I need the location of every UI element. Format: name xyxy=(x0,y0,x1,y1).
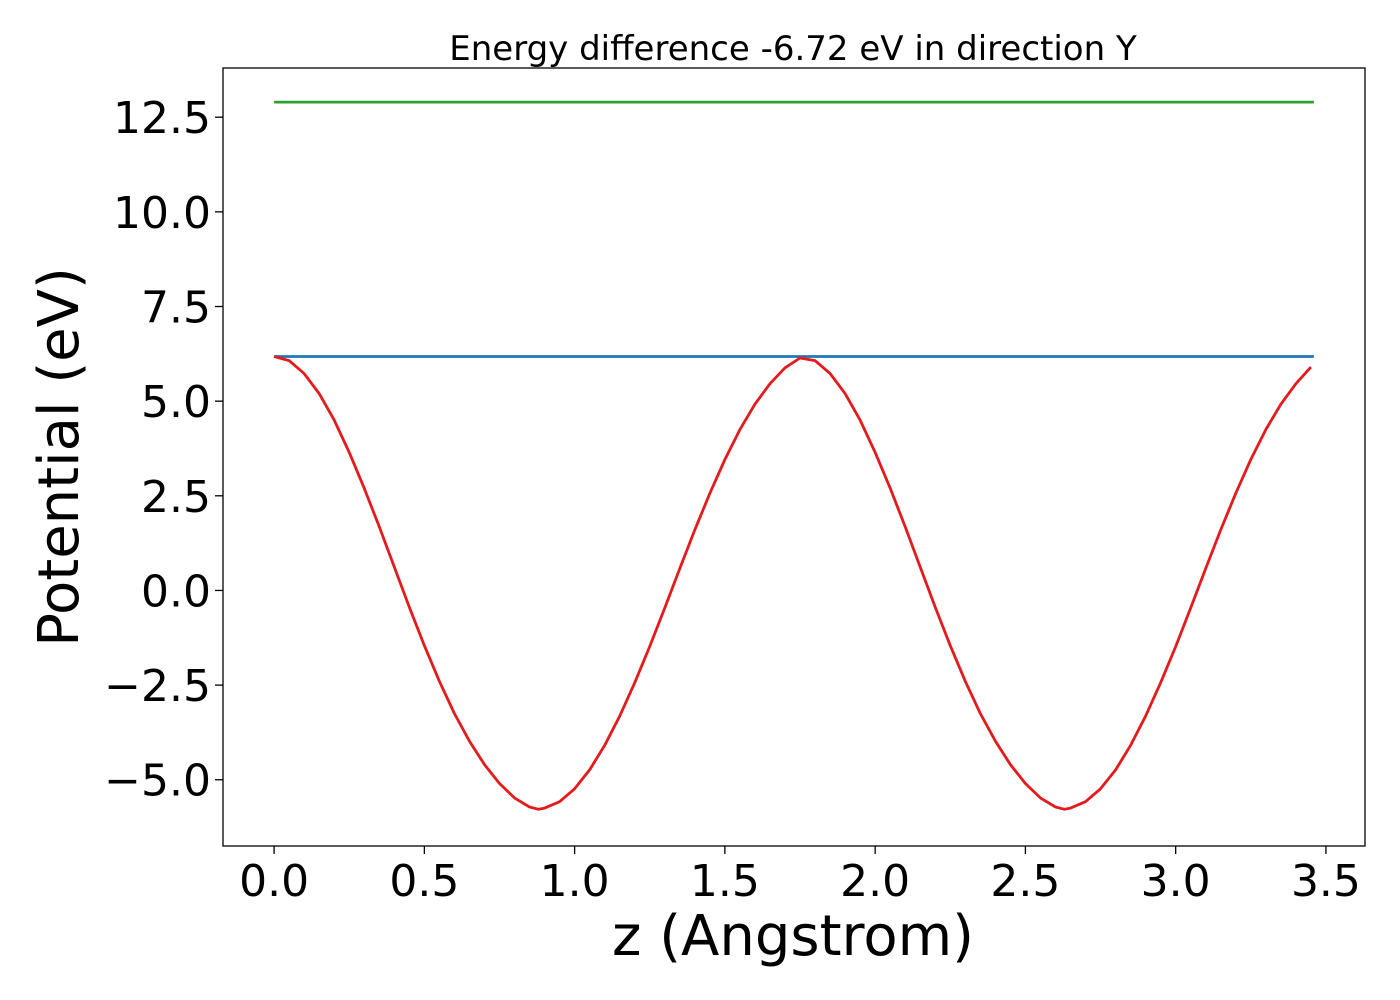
y-tick-label: 12.5 xyxy=(113,93,211,144)
plot-area xyxy=(273,100,1314,811)
y-tick-label: 2.5 xyxy=(141,472,211,523)
y-tick-label: 10.0 xyxy=(113,188,211,239)
y-tick-label: −5.0 xyxy=(104,756,211,807)
x-tick-label: 3.0 xyxy=(1141,856,1211,907)
y-tick-label: −2.5 xyxy=(104,661,211,712)
x-tick-label: 1.0 xyxy=(540,856,610,907)
x-tick-label: 2.0 xyxy=(840,856,910,907)
y-tick-label: 5.0 xyxy=(141,377,211,428)
y-axis-label: Potential (eV) xyxy=(27,267,92,647)
x-tick-label: 0.5 xyxy=(389,856,459,907)
plot-frame xyxy=(222,67,1366,847)
x-tick-label: 3.5 xyxy=(1291,856,1361,907)
x-tick-label: 0.0 xyxy=(239,856,309,907)
x-axis-label: z (Angstrom) xyxy=(612,904,974,969)
y-axis: −5.0 −2.5 0.0 2.5 5.0 7.5 10.0 12.5 xyxy=(104,93,223,807)
x-tick-label: 1.5 xyxy=(690,856,760,907)
x-axis: 0.0 0.5 1.0 1.5 2.0 2.5 3.0 3.5 xyxy=(239,846,1361,907)
x-tick-label: 2.5 xyxy=(990,856,1060,907)
series-line-3 xyxy=(273,355,1312,811)
chart-title: Energy difference -6.72 eV in direction … xyxy=(449,29,1137,69)
y-tick-label: 7.5 xyxy=(141,283,211,334)
y-tick-label: 0.0 xyxy=(141,566,211,617)
